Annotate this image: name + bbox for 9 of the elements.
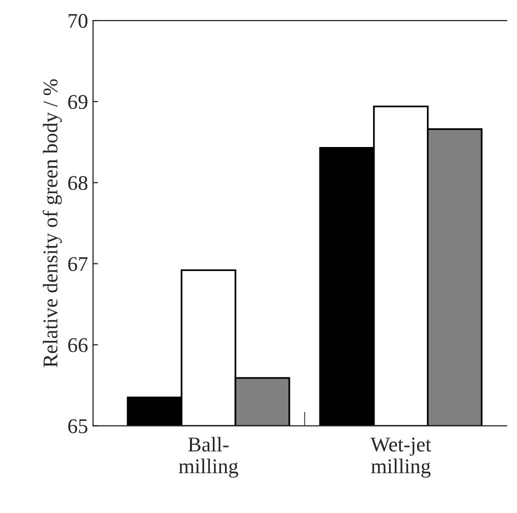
y-tick-label: 69 bbox=[68, 95, 88, 110]
y-tick-label: 67 bbox=[68, 257, 88, 272]
y-tick-label: 70 bbox=[68, 14, 88, 28]
x-tick-label: Wet-jet milling bbox=[370, 438, 432, 478]
y-tick-label: 66 bbox=[68, 338, 88, 352]
y-tick-label: 68 bbox=[68, 176, 88, 190]
y-axis-title: Relative density of green body / % bbox=[42, 79, 62, 368]
x-tick-label: Ball- milling bbox=[178, 436, 238, 478]
y-tick-label: 65 bbox=[68, 419, 88, 434]
